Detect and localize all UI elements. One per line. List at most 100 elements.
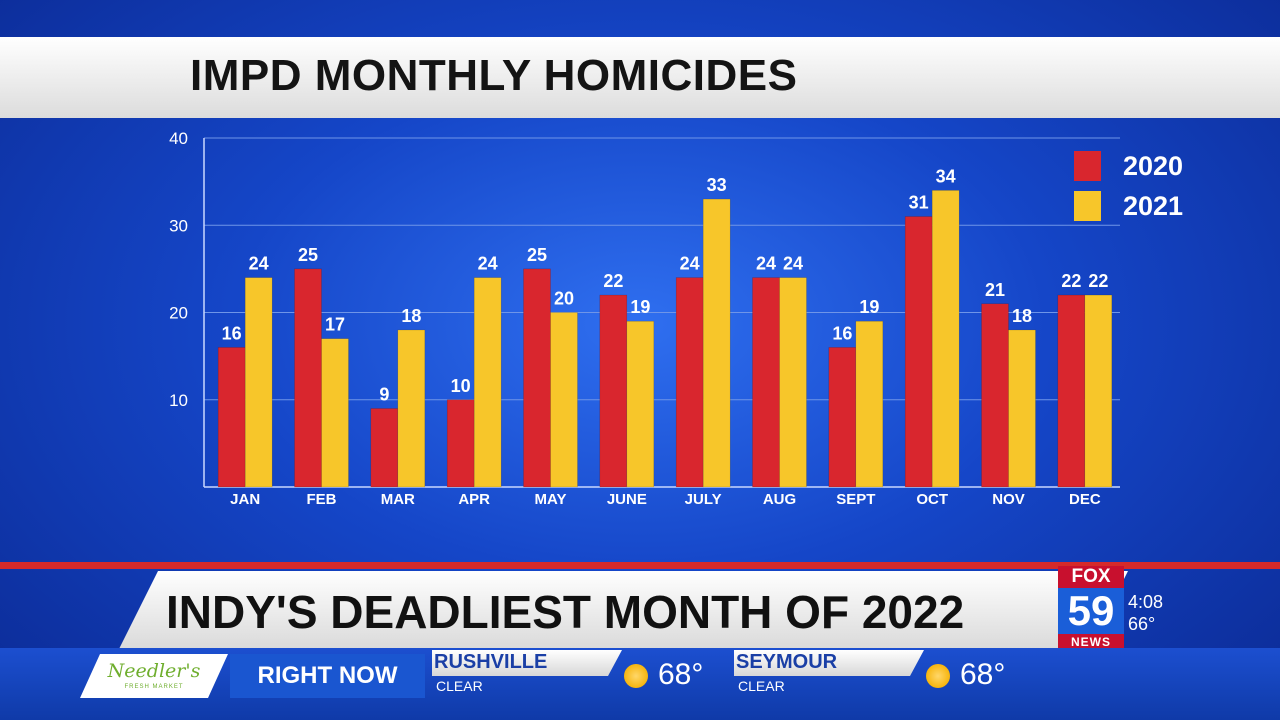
data-label: 24 [478,254,498,274]
bar-2020-mar [370,408,399,488]
x-tick-label: AUG [763,491,796,508]
bar-2020-dec [1057,294,1086,488]
bar-2020-nov [981,303,1009,488]
legend-item-2020: 2020 [1074,146,1183,186]
data-label: 21 [985,280,1005,300]
weather-card-rushville: RUSHVILLE CLEAR 68° [432,650,732,698]
bar-2020-sept [828,347,857,488]
data-label: 24 [249,254,269,274]
bar-2020-july [675,277,704,488]
title-bar: IMPD MONTHLY HOMICIDES [0,37,1280,118]
bar-2021-sept [855,320,884,488]
headline-bar: INDY'S DEADLIEST MONTH OF 2022 [118,571,1128,651]
bar-2021-feb [321,338,349,488]
city-label-bg: SEYMOUR [734,650,924,676]
sponsor-name: Needler's [107,660,201,682]
data-label: 22 [1061,271,1081,291]
y-tick-label: 20 [169,304,188,323]
data-label: 17 [325,315,345,335]
legend-item-2021: 2021 [1074,186,1183,226]
bar-2020-may [523,268,551,488]
x-tick-label: SEPT [836,491,875,508]
x-tick-label: OCT [916,491,948,508]
sponsor-subtitle: FRESH MARKET [124,684,184,690]
data-label: 24 [680,254,700,274]
legend-swatch-2020 [1074,151,1101,181]
x-tick-label: MAR [381,491,415,508]
data-label: 16 [832,323,852,343]
clock-time: 4:08 [1128,592,1164,612]
data-label: 10 [451,376,471,396]
current-temperature: 66° [1128,614,1156,634]
weather-card-seymour: SEYMOUR CLEAR 68° [734,650,1034,698]
bar-2021-july [702,198,731,488]
logo-news: NEWS [1058,634,1124,650]
logo-number: 59 [1058,588,1124,634]
x-tick-label: FEB [307,491,337,508]
data-label: 33 [707,175,727,195]
weather-temp: 68° [658,658,704,691]
fox59-logo: FOX 59 NEWS [1058,566,1124,650]
right-now-label: RIGHT NOW [230,654,425,698]
bar-2021-mar [397,329,426,488]
bar-2021-dec [1084,294,1113,488]
bar-2020-june [599,294,628,488]
x-tick-label: MAY [535,491,567,508]
chart-title: IMPD MONTHLY HOMICIDES [190,51,798,100]
bar-2021-may [550,312,578,488]
data-label: 19 [859,297,879,317]
bar-2021-apr [473,277,502,488]
bar-2021-aug [779,277,807,488]
y-tick-label: 10 [169,391,188,410]
data-label: 22 [603,271,623,291]
data-label: 16 [222,323,242,343]
data-label: 18 [1012,306,1032,326]
lower-third: INDY'S DEADLIEST MONTH OF 2022 FOX 59 NE… [0,562,1280,720]
city-name: RUSHVILLE [434,651,548,673]
x-tick-label: NOV [992,491,1025,508]
data-label: 20 [554,289,574,309]
data-label: 24 [783,254,803,274]
data-label: 19 [630,297,650,317]
sun-icon [624,664,648,688]
legend-swatch-2021 [1074,191,1101,221]
bar-2021-june [626,320,655,488]
y-tick-label: 40 [169,129,188,148]
legend-label-2021: 2021 [1123,190,1184,221]
x-tick-label: DEC [1069,491,1101,508]
city-name: SEYMOUR [736,651,838,673]
bar-2021-oct [931,190,960,488]
legend: 2020 2021 [1074,146,1183,226]
red-band [0,562,1280,569]
data-label: 31 [909,193,929,213]
bar-2021-jan [244,277,273,488]
x-tick-label: JAN [230,491,260,508]
logo-fox: FOX [1058,566,1124,588]
weather-ticker: Needler's FRESH MARKET RIGHT NOW RUSHVIL… [0,648,1280,720]
data-label: 24 [756,254,776,274]
weather-condition: CLEAR [738,678,785,694]
data-label: 34 [936,166,956,186]
sun-icon [926,664,950,688]
city-label-bg: RUSHVILLE [432,650,622,676]
bar-2020-aug [752,277,780,488]
x-tick-label: JULY [685,491,722,508]
bar-2021-nov [1008,329,1036,488]
data-label: 25 [527,245,547,265]
headline: INDY'S DEADLIEST MONTH OF 2022 [166,586,965,638]
sponsor-logo: Needler's FRESH MARKET [80,654,228,698]
data-label: 25 [298,245,318,265]
bar-chart: 10 20 30 40 16 24 JAN 25 17 FEB 9 18 MAR 10 24 APR 25 20 M… [169,129,1120,508]
data-label: 22 [1088,271,1108,291]
x-tick-label: APR [458,491,490,508]
bar-2020-jan [217,347,246,488]
y-tick-label: 30 [169,216,188,235]
bar-2020-feb [294,268,322,488]
x-tick-label: JUNE [607,491,647,508]
data-label: 9 [379,384,389,404]
weather-temp: 68° [960,658,1006,691]
weather-condition: CLEAR [436,678,483,694]
bar-2020-apr [446,399,475,488]
data-label: 18 [401,306,421,326]
legend-label-2020: 2020 [1123,150,1184,181]
